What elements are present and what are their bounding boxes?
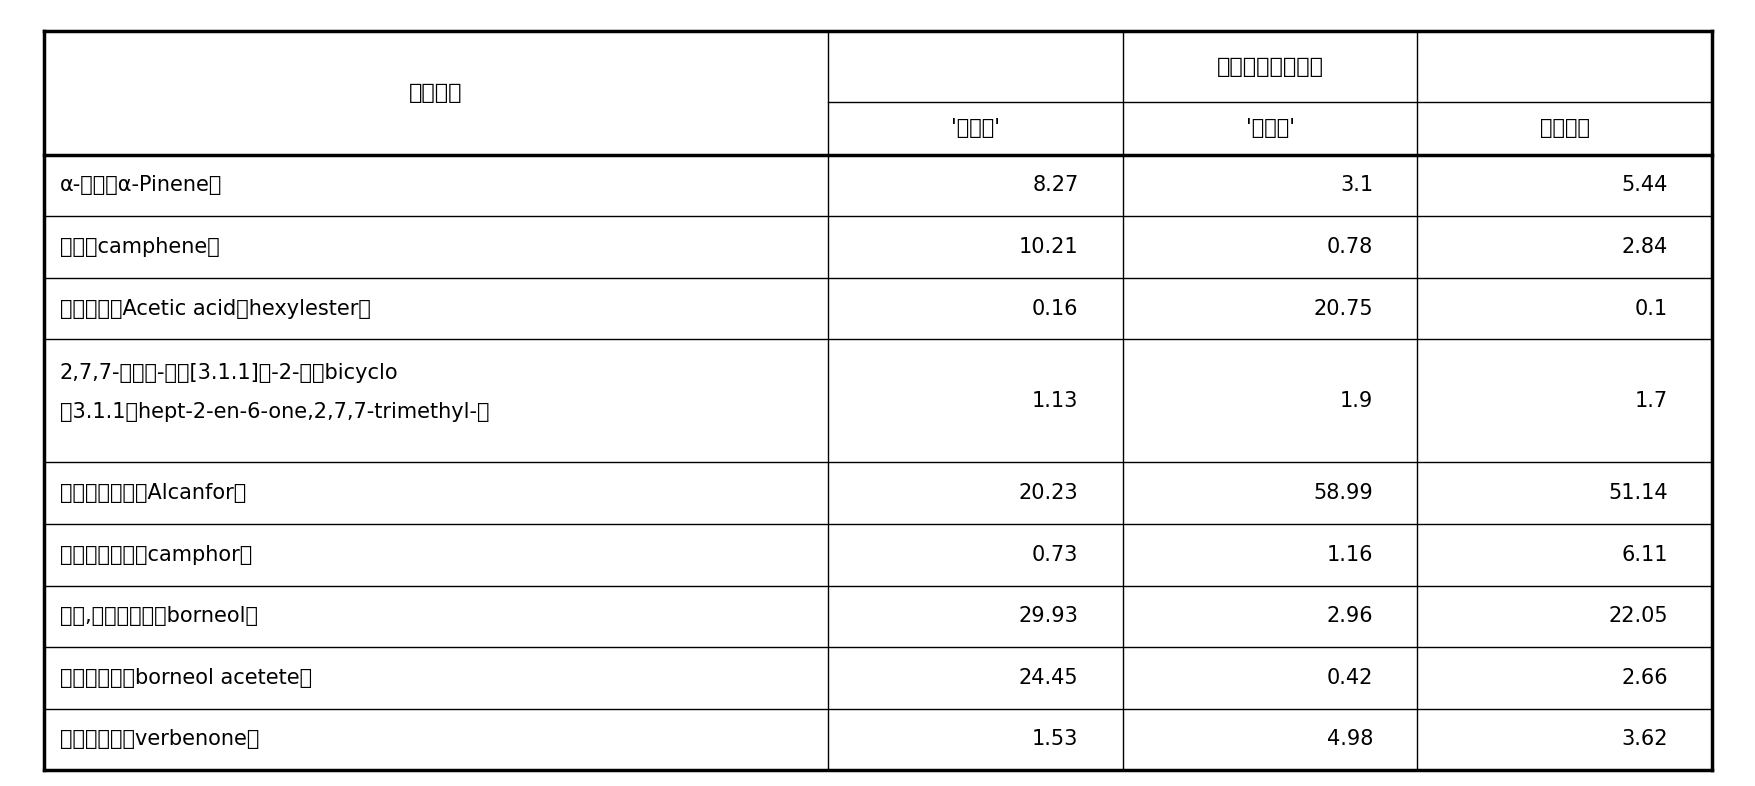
Text: '黄秋芳': '黄秋芳' <box>949 119 999 138</box>
Text: 茨酮（樟脑）（camphor）: 茨酮（樟脑）（camphor） <box>60 545 251 565</box>
Text: 2.84: 2.84 <box>1620 237 1667 257</box>
Text: 8.27: 8.27 <box>1032 175 1078 196</box>
Text: 6.11: 6.11 <box>1620 545 1667 565</box>
Text: 22.05: 22.05 <box>1608 606 1667 626</box>
Text: 3.62: 3.62 <box>1620 729 1667 750</box>
Text: 茨酮（樟脑）（Alcanfor）: 茨酮（樟脑）（Alcanfor） <box>60 483 246 503</box>
Text: 神农香菊: 神农香菊 <box>1539 119 1588 138</box>
Text: 10.21: 10.21 <box>1018 237 1078 257</box>
Text: 0.1: 0.1 <box>1634 299 1667 318</box>
Text: α-蒎烯（α-Pinene）: α-蒎烯（α-Pinene） <box>60 175 221 196</box>
Text: 龙脑,冰片，茨醇（borneol）: 龙脑,冰片，茨醇（borneol） <box>60 606 258 626</box>
Text: 24.45: 24.45 <box>1018 668 1078 688</box>
Text: 51.14: 51.14 <box>1608 483 1667 503</box>
Text: 1.53: 1.53 <box>1032 729 1078 750</box>
Text: 马鞭草烯酮（verbenone）: 马鞭草烯酮（verbenone） <box>60 729 258 750</box>
Text: 0.16: 0.16 <box>1032 299 1078 318</box>
Text: 20.75: 20.75 <box>1313 299 1372 318</box>
Text: 0.42: 0.42 <box>1327 668 1372 688</box>
Text: 2.96: 2.96 <box>1325 606 1372 626</box>
Text: 3.1: 3.1 <box>1339 175 1372 196</box>
Text: 香气物质: 香气物质 <box>409 83 462 103</box>
Text: 2,7,7-三甲基-二环[3.1.1]庚-2-烯（bicyclo: 2,7,7-三甲基-二环[3.1.1]庚-2-烯（bicyclo <box>60 362 398 383</box>
Text: 乙酸己酯（Acetic acid，hexylester）: 乙酸己酯（Acetic acid，hexylester） <box>60 299 370 318</box>
Text: 乙酸龙脑酯（borneol acetete）: 乙酸龙脑酯（borneol acetete） <box>60 668 312 688</box>
Text: 58.99: 58.99 <box>1313 483 1372 503</box>
Text: 1.9: 1.9 <box>1339 391 1372 411</box>
Text: 29.93: 29.93 <box>1018 606 1078 626</box>
Text: 香气物质百分含量: 香气物质百分含量 <box>1216 57 1323 77</box>
Text: （3.1.1）hept-2-en-6-one,2,7,7-trimethyl-）: （3.1.1）hept-2-en-6-one,2,7,7-trimethyl-） <box>60 402 490 422</box>
Text: 2.66: 2.66 <box>1620 668 1667 688</box>
Text: 1.7: 1.7 <box>1634 391 1667 411</box>
Text: 1.13: 1.13 <box>1032 391 1078 411</box>
Text: 4.98: 4.98 <box>1327 729 1372 750</box>
Text: '铺地金': '铺地金' <box>1244 119 1293 138</box>
Text: 20.23: 20.23 <box>1018 483 1078 503</box>
Text: 5.44: 5.44 <box>1620 175 1667 196</box>
Text: 1.16: 1.16 <box>1327 545 1372 565</box>
Text: 0.73: 0.73 <box>1032 545 1078 565</box>
Text: 0.78: 0.78 <box>1327 237 1372 257</box>
Text: 茨烯（camphene）: 茨烯（camphene） <box>60 237 219 257</box>
